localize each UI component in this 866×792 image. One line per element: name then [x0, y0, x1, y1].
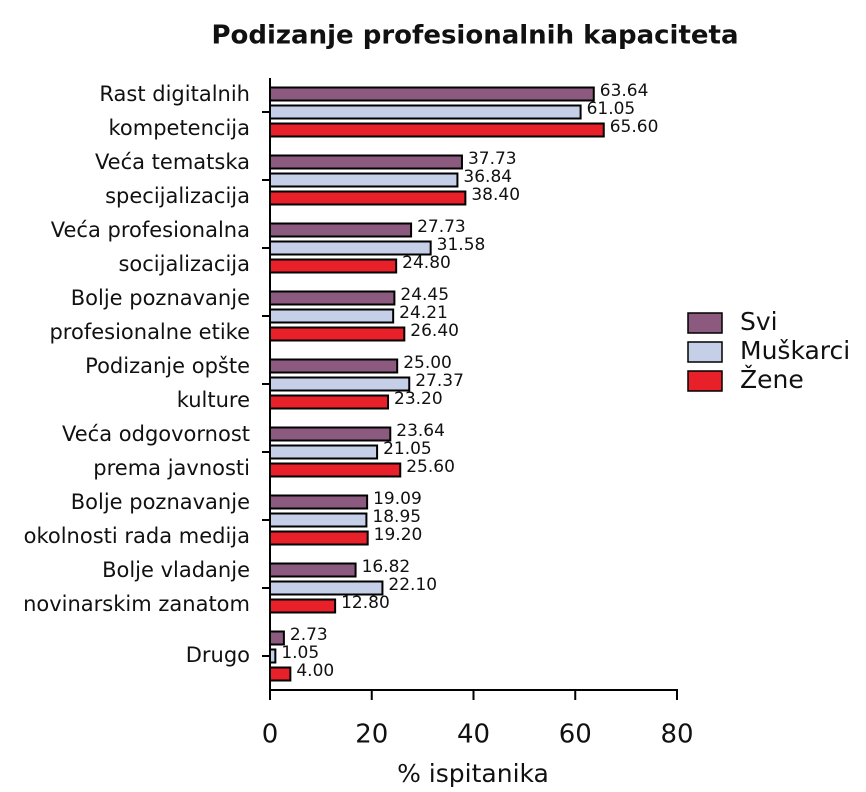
y-tick-label: Veća odgovornost prema javnosti: [62, 422, 250, 480]
bar: [269, 462, 402, 478]
y-tick-label-line: Veća profesionalna: [51, 218, 250, 242]
value-label: 12.80: [341, 593, 390, 613]
value-label: 36.84: [463, 167, 512, 187]
legend-label: Muškarci: [740, 336, 850, 365]
y-tick-label-line: kompetencija: [108, 116, 250, 140]
bar: [269, 444, 379, 460]
x-tick-label: 60: [559, 720, 592, 750]
bar: [269, 308, 395, 324]
bar: [269, 290, 396, 306]
bar: [269, 562, 357, 578]
value-label: 21.05: [383, 439, 432, 459]
value-label: 19.20: [374, 525, 423, 545]
y-tick-label-line: Veća tematska: [95, 150, 250, 174]
legend-label: Žene: [740, 365, 804, 394]
y-tick-label-line: Veća odgovornost: [62, 422, 250, 446]
x-tick-label: 80: [660, 720, 693, 750]
value-label: 31.58: [437, 235, 486, 255]
y-tick-label: Drugo: [186, 643, 250, 667]
y-tick-label-line: Podizanje opšte: [85, 354, 250, 378]
value-label: 23.64: [396, 421, 445, 441]
bar: [269, 580, 384, 596]
value-label: 24.80: [402, 253, 451, 273]
y-tick-label: Bolje poznavanje profesionalne etike: [49, 286, 250, 344]
bar: [269, 530, 369, 546]
bar: [269, 666, 292, 682]
value-label: 27.73: [417, 217, 466, 237]
value-label: 1.05: [281, 643, 319, 663]
bar: [269, 104, 582, 120]
y-tick-label-line: Bolje vladanje: [102, 558, 250, 582]
legend-swatch: [687, 312, 723, 334]
bar: [269, 86, 595, 102]
bar: [269, 326, 406, 342]
bar: [269, 154, 463, 170]
value-label: 2.73: [290, 625, 328, 645]
y-tick-label-line: okolnosti rada medija: [24, 524, 250, 548]
value-label: 22.10: [388, 575, 437, 595]
value-label: 16.82: [362, 557, 411, 577]
bar: [269, 494, 369, 510]
bar: [269, 648, 277, 664]
y-tick-label: Rast digitalnih kompetencija: [99, 82, 250, 140]
x-tick-label: 0: [262, 720, 279, 750]
value-label: 63.64: [600, 81, 649, 101]
legend-swatch: [687, 370, 723, 392]
value-label: 61.05: [587, 99, 636, 119]
x-tick-label: 20: [355, 720, 388, 750]
y-tick-label-line: kulture: [177, 388, 250, 412]
y-tick-label: Bolje vladanje novinarskim zanatom: [23, 558, 250, 616]
y-tick-label-line: socijalizacija: [118, 252, 250, 276]
value-label: 19.09: [373, 489, 422, 509]
bar: [269, 598, 337, 614]
x-axis-title: % ispitanika: [397, 759, 549, 788]
x-tick-label: 40: [457, 720, 490, 750]
value-label: 23.20: [394, 389, 443, 409]
bar: [269, 222, 413, 238]
value-label: 24.21: [399, 303, 448, 323]
value-label: 37.73: [468, 149, 517, 169]
value-label: 18.95: [372, 507, 421, 527]
bar: [269, 172, 459, 188]
y-tick-label-line: profesionalne etike: [49, 320, 250, 344]
bar: [269, 426, 392, 442]
y-tick-label-line: Bolje poznavanje: [71, 490, 250, 514]
legend-swatch: [687, 341, 723, 363]
value-label: 65.60: [610, 117, 659, 137]
y-tick-label-line: Rast digitalnih: [99, 82, 250, 106]
value-label: 4.00: [296, 661, 334, 681]
y-tick-label: Podizanje opšte kulture: [85, 354, 250, 412]
y-tick-label: Veća tematska specijalizacija: [95, 150, 250, 208]
y-tick-label-line: Bolje poznavanje: [71, 286, 250, 310]
value-label: 24.45: [400, 285, 449, 305]
chart-title: Podizanje profesionalnih kapaciteta: [211, 21, 738, 51]
bar: [269, 358, 399, 374]
bar: [269, 630, 285, 646]
bar: [269, 394, 390, 410]
legend-label: Svi: [740, 307, 778, 336]
y-tick-label-line: specijalizacija: [105, 184, 250, 208]
y-tick-label-line: Drugo: [186, 643, 250, 667]
y-tick-label: Bolje poznavanje okolnosti rada medija: [24, 490, 250, 548]
value-label: 27.37: [415, 371, 464, 391]
bar: [269, 376, 411, 392]
y-tick-label: Veća profesionalna socijalizacija: [51, 218, 250, 276]
value-label: 25.00: [403, 353, 452, 373]
value-label: 26.40: [410, 321, 459, 341]
bar: [269, 512, 368, 528]
y-tick-label-line: novinarskim zanatom: [23, 592, 250, 616]
bar: [269, 258, 398, 274]
bar: [269, 190, 467, 206]
y-tick-label-line: prema javnosti: [93, 456, 250, 480]
value-label: 38.40: [471, 185, 520, 205]
bar: [269, 122, 605, 138]
value-label: 25.60: [406, 457, 455, 477]
bar: [269, 240, 432, 256]
